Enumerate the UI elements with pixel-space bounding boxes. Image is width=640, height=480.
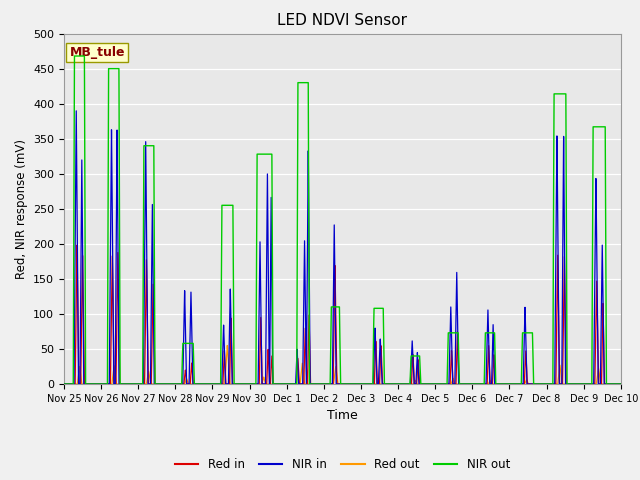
Legend: Red in, NIR in, Red out, NIR out: Red in, NIR in, Red out, NIR out — [170, 454, 515, 476]
Y-axis label: Red, NIR response (mV): Red, NIR response (mV) — [15, 139, 28, 279]
Title: LED NDVI Sensor: LED NDVI Sensor — [277, 13, 408, 28]
Text: MB_tule: MB_tule — [70, 46, 125, 59]
X-axis label: Time: Time — [327, 409, 358, 422]
